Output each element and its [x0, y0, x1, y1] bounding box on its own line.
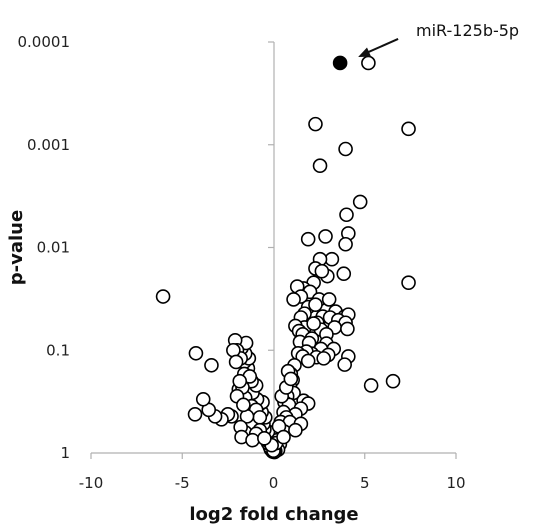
axes [90, 41, 457, 459]
y-axis-label: p-value [6, 210, 27, 285]
data-point [187, 406, 203, 422]
data-point [338, 141, 353, 157]
data-point [363, 378, 379, 393]
data-point [318, 229, 333, 244]
data-point [312, 158, 328, 174]
data-point [188, 345, 204, 361]
data-point [385, 373, 401, 389]
annotation-arrow [363, 38, 399, 55]
data-point [308, 297, 323, 312]
data-point [286, 292, 301, 307]
data-point [340, 321, 355, 337]
data-point [228, 354, 244, 370]
data-point [352, 194, 368, 210]
y-tick-label: 0.0001 [18, 33, 71, 51]
data-point [204, 357, 219, 373]
data-point [316, 351, 331, 366]
data-point [361, 55, 376, 71]
data-point [338, 236, 353, 252]
data-points [155, 55, 416, 460]
annotation-arrowhead [358, 47, 372, 57]
x-tick-label: 0 [269, 474, 279, 492]
data-point [314, 263, 330, 279]
x-tick-label: -10 [79, 474, 104, 492]
data-point [288, 422, 303, 438]
data-point [232, 373, 248, 389]
data-point [257, 431, 272, 446]
x-axis-label: log2 fold change [189, 504, 358, 525]
data-point [321, 292, 337, 307]
y-tick-label: 1 [60, 444, 70, 462]
data-point [306, 316, 321, 331]
x-tick-label: 5 [360, 474, 370, 492]
data-point [401, 275, 416, 290]
data-point [300, 353, 316, 369]
data-point [339, 207, 354, 223]
data-point [155, 289, 171, 304]
x-tick-label: -5 [175, 474, 190, 492]
data-point [283, 371, 299, 387]
data-point [252, 410, 268, 425]
tick-labels: -10 -5 0 5 10 0.0001 0.001 0.01 0.1 1 [18, 33, 466, 492]
y-tick-label: 0.1 [46, 341, 70, 359]
data-point [300, 231, 316, 247]
y-tick-label: 0.01 [37, 239, 70, 257]
data-point [401, 121, 416, 137]
data-point [236, 397, 251, 413]
data-point [308, 116, 323, 132]
data-point [245, 432, 260, 448]
data-point [337, 357, 352, 372]
annotation: miR-125b-5p [358, 21, 519, 57]
highlighted-point [332, 55, 348, 71]
data-point [336, 266, 352, 282]
data-point [195, 391, 211, 407]
x-tick-label: 10 [446, 474, 465, 492]
y-tick-label: 0.001 [27, 136, 70, 154]
annotation-label: miR-125b-5p [416, 21, 519, 40]
data-point [226, 342, 241, 358]
data-point [276, 429, 291, 445]
data-point [324, 251, 340, 267]
